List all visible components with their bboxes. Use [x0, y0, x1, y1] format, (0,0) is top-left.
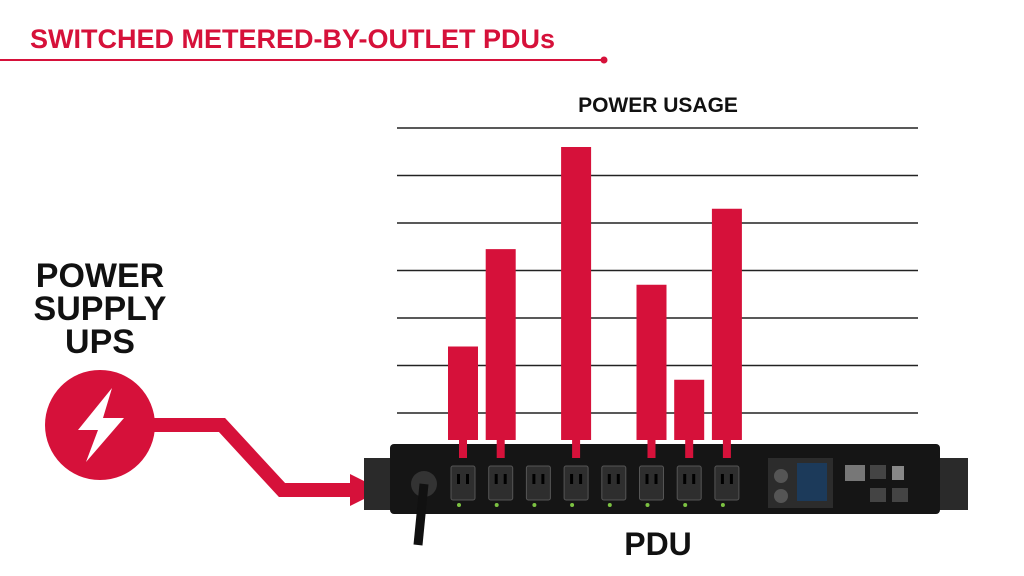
- bolt-icon: [78, 388, 124, 462]
- source-label: POWER: [36, 257, 164, 295]
- bar: [448, 346, 478, 440]
- bar: [674, 379, 705, 440]
- bar-stem: [685, 438, 694, 458]
- outlet-led: [532, 503, 537, 507]
- rack-ear: [364, 458, 394, 510]
- bar-stem: [496, 438, 505, 458]
- port: [892, 466, 904, 480]
- outlet-slot: [466, 474, 469, 484]
- outlet: [450, 465, 476, 501]
- port: [892, 488, 908, 502]
- outlet-slot: [579, 474, 583, 484]
- outlet-slot: [683, 474, 687, 484]
- chart-title: POWER USAGE: [578, 94, 738, 117]
- outlet-slot: [654, 474, 658, 484]
- outlet: [714, 465, 740, 501]
- outlet: [525, 465, 551, 501]
- source-label: SUPPLY: [34, 290, 167, 328]
- outlet-slot: [616, 474, 620, 484]
- outlet-led: [570, 503, 575, 507]
- outlet: [488, 465, 514, 501]
- outlet-slot: [457, 474, 460, 484]
- outlet-slot: [494, 474, 498, 484]
- outlet: [563, 465, 589, 501]
- outlet-slot: [503, 474, 507, 484]
- bar: [711, 208, 742, 440]
- bar-stem: [722, 438, 731, 458]
- outlet-slot: [607, 474, 611, 484]
- outlet: [639, 465, 664, 501]
- outlet: [601, 465, 627, 501]
- bar-stem: [459, 438, 467, 458]
- title-dot: [600, 56, 608, 64]
- button: [774, 469, 788, 483]
- outlet-led: [607, 503, 612, 507]
- outlet-slot: [720, 474, 724, 484]
- outlet-led: [494, 503, 499, 507]
- rack-ear: [938, 458, 968, 510]
- button: [774, 489, 788, 503]
- bar: [485, 249, 516, 440]
- page-title: SWITCHED METERED-BY-OUTLET PDUs: [30, 24, 555, 54]
- outlet: [676, 465, 702, 501]
- bar-stem: [572, 438, 581, 458]
- power-cord: [413, 483, 429, 546]
- display: [797, 463, 827, 501]
- bar: [636, 284, 667, 440]
- outlet-slot: [541, 474, 545, 484]
- outlet-slot: [532, 474, 536, 484]
- outlet-led: [645, 503, 650, 507]
- source-label: UPS: [65, 323, 135, 361]
- outlet-slot: [645, 474, 649, 484]
- outlet-led: [683, 503, 688, 507]
- outlet-led: [720, 503, 725, 507]
- bar-stem: [647, 438, 656, 458]
- bar: [561, 147, 592, 440]
- outlet-led: [457, 503, 461, 507]
- port: [845, 465, 865, 481]
- outlet-slot: [570, 474, 574, 484]
- outlet-slot: [729, 474, 733, 484]
- outlet-slot: [692, 474, 696, 484]
- port: [870, 488, 886, 502]
- power-arrow: [152, 418, 352, 497]
- device-label: PDU: [624, 526, 692, 562]
- port: [870, 465, 886, 479]
